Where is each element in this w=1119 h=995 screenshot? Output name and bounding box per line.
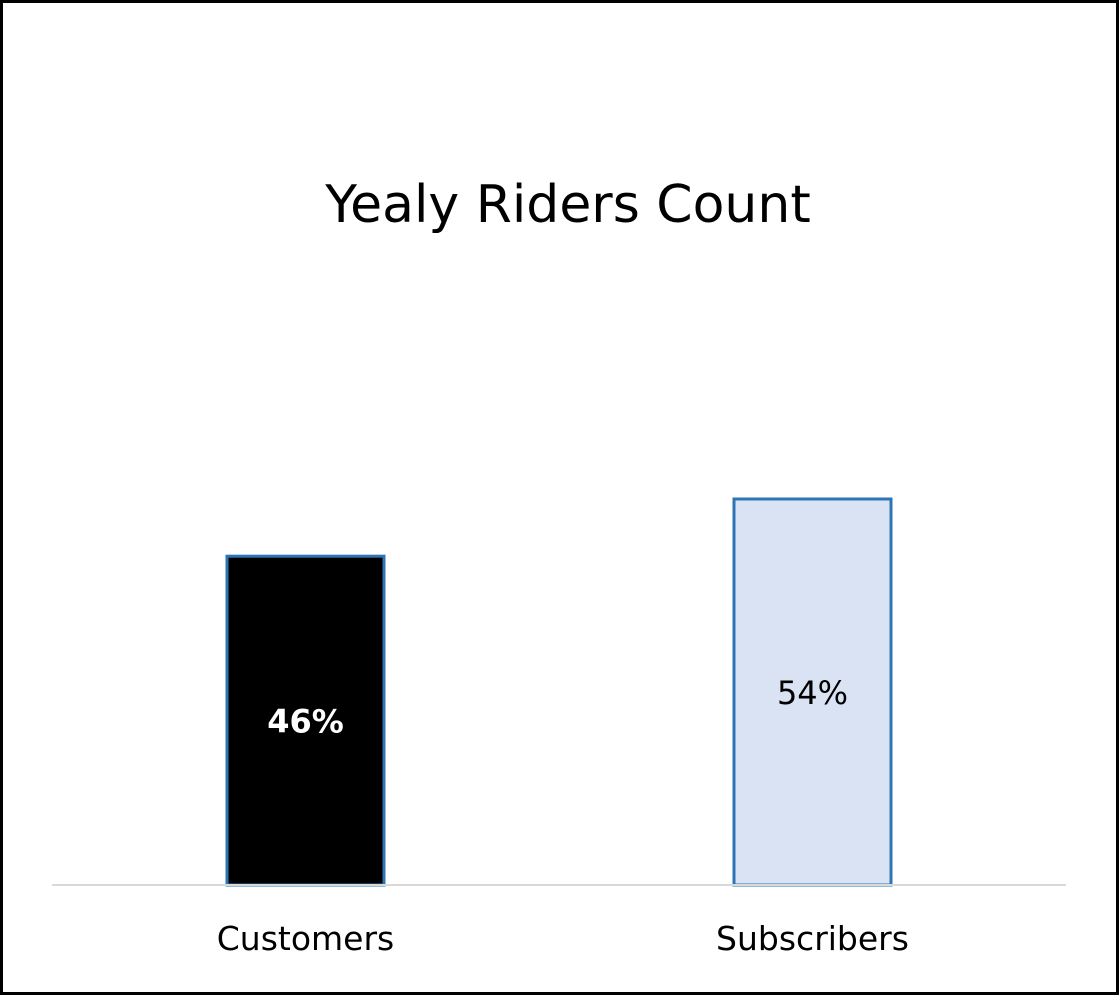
data-label-subscribers: 54% bbox=[777, 674, 848, 712]
bars-group bbox=[225, 497, 893, 887]
x-tick-label-subscribers: Subscribers bbox=[716, 919, 909, 958]
labels-group: 46% Customers 54% Subscribers bbox=[217, 674, 909, 958]
bar-customers bbox=[225, 554, 386, 887]
data-label-customers: 46% bbox=[267, 703, 344, 741]
bar-subscribers bbox=[732, 497, 893, 887]
chart-title: Yealy Riders Count bbox=[324, 175, 810, 235]
x-tick-label-customers: Customers bbox=[217, 919, 395, 958]
